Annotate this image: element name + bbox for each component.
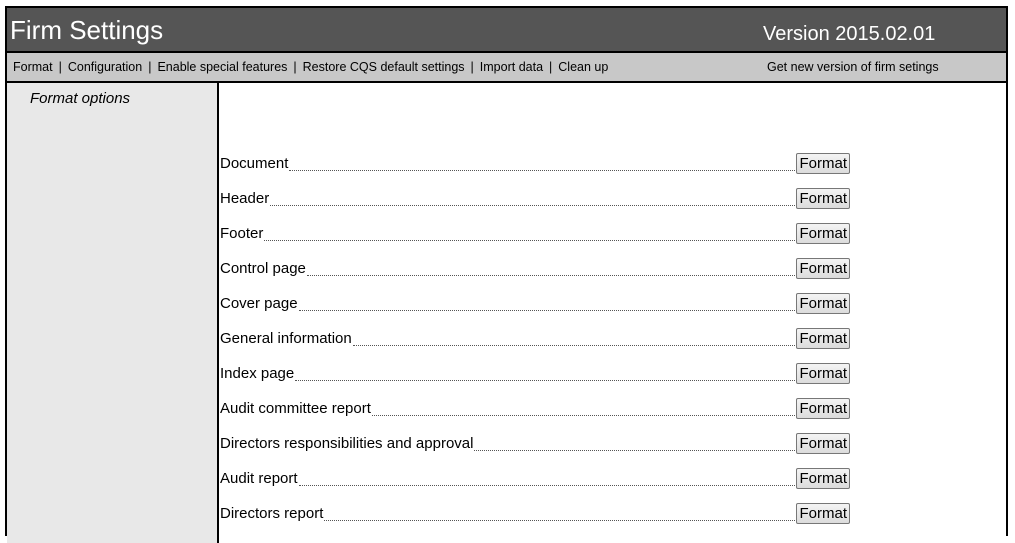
format-button[interactable]: Format [796,257,850,279]
nav-separator: | [58,60,62,74]
format-row: Document Format [220,151,850,175]
format-row: Header Format [220,186,850,210]
nav-link-clean-up[interactable]: Clean up [558,60,609,74]
version-label: Version 2015.02.01 [763,23,936,45]
nav-link-import-data[interactable]: Import data [479,60,544,74]
nav-link-enable-special-features[interactable]: Enable special features [157,60,288,74]
nav-link-configuration[interactable]: Configuration [67,60,143,74]
nav-separator: | [148,60,152,74]
row-label: Header [220,189,270,207]
format-row: Cover page Format [220,291,850,315]
format-row: General information Format [220,326,850,350]
format-row: Audit committee report Format [220,396,850,420]
format-button[interactable]: Format [796,152,850,174]
format-button[interactable]: Format [796,397,850,419]
row-label: Document [220,154,289,172]
format-button[interactable]: Format [796,432,850,454]
dot-leader [264,226,796,241]
sidebar-title: Format options [30,90,131,107]
format-row: Footer Format [220,221,850,245]
nav-link-restore-cqs-default-settings[interactable]: Restore CQS default settings [302,60,465,74]
row-label: Control page [220,259,306,277]
nav-separator: | [293,60,297,74]
page-title: Firm Settings [10,15,164,45]
dot-leader [306,261,796,276]
row-label: Audit committee report [220,399,371,417]
dot-leader [289,156,796,171]
app-frame: Firm Settings Version 2015.02.01 Format |… [5,6,1008,543]
row-label: Directors report [220,504,324,522]
sidebar: Format options [7,83,219,543]
format-row: Index page Format [220,361,850,385]
dot-leader [474,436,796,451]
format-button[interactable]: Format [796,187,850,209]
dot-leader [371,401,796,416]
get-new-version-link[interactable]: Get new version of firm setings [767,60,939,74]
format-row: Control page Format [220,256,850,280]
dot-leader [270,191,796,206]
header: Firm Settings Version 2015.02.01 [7,8,1006,53]
row-label: Footer [220,224,264,242]
format-button[interactable]: Format [796,327,850,349]
format-row: Directors responsibilities and approval F… [220,431,850,455]
dot-leader [324,506,796,521]
nav-links: Format | Configuration | Enable special feat… [13,60,608,74]
format-button[interactable]: Format [796,292,850,314]
dot-leader [295,366,796,381]
format-button[interactable]: Format [796,502,850,524]
dot-leader [298,471,796,486]
format-options-list: Document Format Header Format Footer Format Co… [219,83,1006,536]
dot-leader [298,296,796,311]
format-button[interactable]: Format [796,362,850,384]
format-button[interactable]: Format [796,467,850,489]
format-row: Audit report Format [220,466,850,490]
nav-bar: Format | Configuration | Enable special feat… [7,53,1006,83]
format-button[interactable]: Format [796,222,850,244]
dot-leader [352,331,796,346]
nav-link-format[interactable]: Format [13,60,53,74]
format-row: Directors report Format [220,501,850,525]
nav-separator: | [549,60,553,74]
row-label: Cover page [220,294,298,312]
row-label: Directors responsibilities and approval [220,434,474,452]
nav-separator: | [470,60,474,74]
row-label: Index page [220,364,295,382]
row-label: Audit report [220,469,298,487]
row-label: General information [220,329,352,347]
